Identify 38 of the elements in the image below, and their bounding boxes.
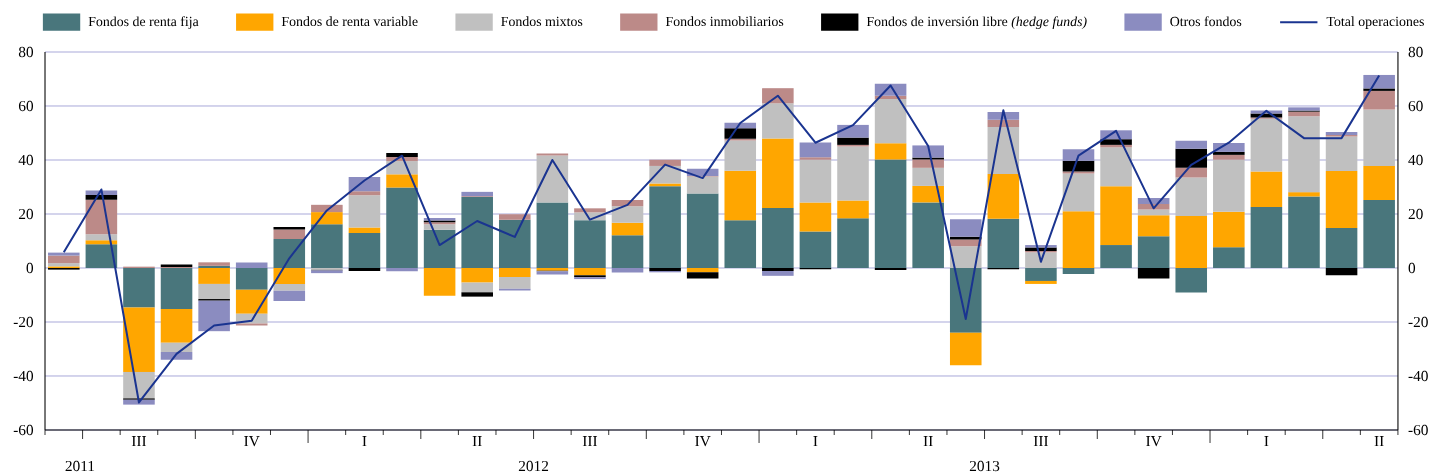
y2-tick-label: 80 <box>1408 46 1423 58</box>
legend-label: Fondos inmobiliarios <box>665 16 784 27</box>
legend-label: Fondos mixtos <box>501 16 583 27</box>
y2-tick-label: 20 <box>1408 208 1423 220</box>
legend-label: Otros fondos <box>1170 16 1242 27</box>
y-tick-label: 20 <box>18 208 34 220</box>
y2-tick-label: 0 <box>1408 262 1416 274</box>
x-tick-label: III <box>1033 436 1049 447</box>
x-tick-label: III <box>131 436 147 447</box>
y2-tick-label: -20 <box>1408 316 1428 328</box>
x-tick-label: II <box>1374 436 1384 447</box>
y-tick-label: -40 <box>13 370 34 382</box>
x-tick-label: I <box>813 436 818 447</box>
x-tick-label: II <box>923 436 933 447</box>
y2-tick-label: 60 <box>1408 100 1423 112</box>
y-tick-label: -60 <box>13 424 34 436</box>
y-tick-label: 0 <box>26 262 34 274</box>
y2-tick-label: -40 <box>1408 370 1428 382</box>
y-tick-label: 40 <box>18 154 34 166</box>
legend-label: Total operaciones <box>1326 16 1424 29</box>
text: 2013 <box>969 460 1000 472</box>
legend-label: Fondos de renta fija <box>88 16 199 29</box>
x-tick-label: IV <box>1146 436 1162 447</box>
legend-label: Fondos de renta variable <box>281 16 418 27</box>
x-tick-label: IV <box>244 436 260 447</box>
y-tick-label: -20 <box>13 316 34 328</box>
legend-label: Fondos de inversión libre (hedge funds) <box>866 16 1087 29</box>
text: 2011 <box>65 460 95 472</box>
y-tick-label: 60 <box>18 100 34 112</box>
text: 2012 <box>518 460 549 472</box>
x-tick-label: I <box>1264 436 1269 447</box>
y-tick-label: 80 <box>18 46 34 58</box>
x-tick-label: I <box>362 436 367 447</box>
x-tick-label: II <box>472 436 482 447</box>
y2-tick-label: -60 <box>1408 424 1428 436</box>
x-tick-label: III <box>582 436 598 447</box>
x-tick-label: IV <box>695 436 711 447</box>
y2-tick-label: 40 <box>1408 154 1423 166</box>
